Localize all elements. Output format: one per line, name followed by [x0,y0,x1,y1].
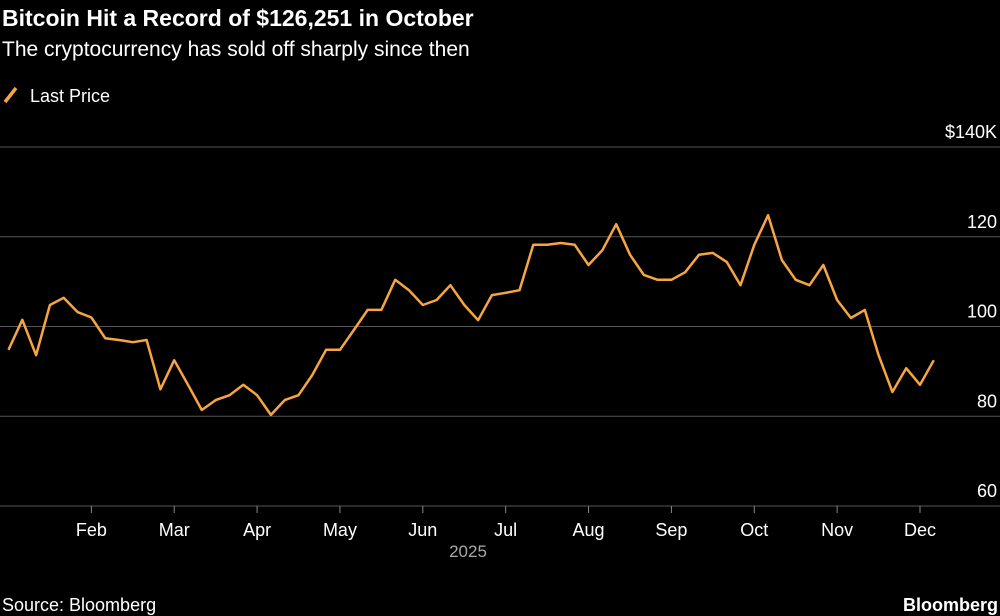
legend-swatch [3,86,18,104]
legend-label: Last Price [30,86,110,106]
x-axis-label: 2025 [449,542,487,561]
y-tick-label: $140K [945,122,997,142]
x-tick-label: Nov [821,520,853,540]
y-tick-label: 120 [967,212,997,232]
x-tick-label: Jun [408,520,437,540]
chart-subtitle: The cryptocurrency has sold off sharply … [2,38,470,61]
x-tick-label: Aug [573,520,605,540]
y-tick-label: 60 [977,481,997,501]
y-tick-label: 100 [967,302,997,322]
price-line [7,213,935,417]
x-tick-label: Mar [159,520,190,540]
chart-title: Bitcoin Hit a Record of $126,251 in Octo… [2,5,474,31]
x-tick-label: Dec [904,520,936,540]
x-tick-label: Sep [655,520,687,540]
x-tick-label: May [323,520,357,540]
x-tick-label: Apr [243,520,271,540]
x-tick-label: Jul [494,520,517,540]
x-tick-label: Oct [740,520,768,540]
y-tick-label: 80 [977,391,997,411]
x-tick-label: Feb [76,520,107,540]
brand: Bloomberg [903,595,998,615]
source: Source: Bloomberg [2,595,156,615]
